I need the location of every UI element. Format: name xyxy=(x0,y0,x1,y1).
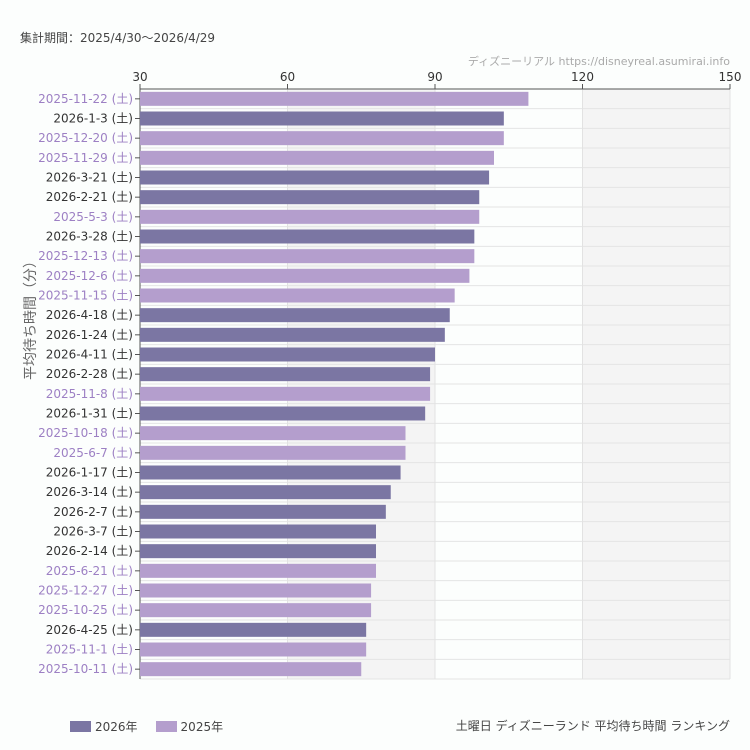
bar-2026-1-31 xyxy=(140,406,426,421)
bar-2025-11-29 xyxy=(140,150,494,165)
category-label: 2025-10-11 (土) xyxy=(38,662,133,676)
bar-2026-2-7 xyxy=(140,504,386,519)
bar-2026-4-18 xyxy=(140,308,450,323)
bar-2025-11-8 xyxy=(140,386,431,401)
bar-2026-2-14 xyxy=(140,544,376,559)
bar-2025-11-1 xyxy=(140,642,367,657)
legend-swatch xyxy=(70,721,91,732)
category-label: 2026-1-3 (土) xyxy=(53,112,133,126)
bar-2026-3-14 xyxy=(140,485,391,500)
category-label: 2025-6-21 (土) xyxy=(46,564,133,578)
x-tick-label: 30 xyxy=(132,70,147,84)
chart-caption: 土曜日 ディズニーランド 平均待ち時間 ランキング xyxy=(455,719,730,733)
category-label: 2025-10-18 (土) xyxy=(38,426,133,440)
bar-2026-1-3 xyxy=(140,111,504,126)
bar-2026-3-28 xyxy=(140,229,475,244)
category-label: 2026-4-18 (土) xyxy=(46,308,133,322)
x-tick-label: 90 xyxy=(427,70,442,84)
x-tick-label: 150 xyxy=(719,70,742,84)
bar-2026-4-11 xyxy=(140,347,435,362)
period-label: 集計期間：2025/4/30〜2026/4/29 xyxy=(20,31,216,45)
category-label: 2025-12-20 (土) xyxy=(38,131,133,145)
category-label: 2025-11-8 (土) xyxy=(46,387,133,401)
x-tick-label: 120 xyxy=(571,70,594,84)
legend-item-2026[interactable]: 2026年 xyxy=(70,718,138,735)
bar-2026-3-21 xyxy=(140,170,490,185)
category-label: 2025-12-6 (土) xyxy=(46,269,133,283)
bar-2025-10-25 xyxy=(140,603,372,618)
bar-2025-10-11 xyxy=(140,662,362,677)
category-label: 2026-2-28 (土) xyxy=(46,367,133,381)
category-label: 2026-3-21 (土) xyxy=(46,171,133,185)
bar-2025-12-13 xyxy=(140,249,475,264)
category-label: 2026-3-28 (土) xyxy=(46,230,133,244)
x-tick-label: 60 xyxy=(280,70,295,84)
category-label: 2025-10-25 (土) xyxy=(38,603,133,617)
bar-2025-11-15 xyxy=(140,288,455,303)
category-label: 2025-6-7 (土) xyxy=(53,446,133,460)
bar-2026-2-21 xyxy=(140,190,480,205)
category-label: 2025-11-22 (土) xyxy=(38,92,133,106)
bar-2026-3-7 xyxy=(140,524,376,539)
credit-text: ディズニーリアル https://disneyreal.asumirai.inf… xyxy=(467,55,730,68)
bar-2026-2-28 xyxy=(140,367,431,382)
bar-2026-4-25 xyxy=(140,622,367,637)
bar-2025-10-18 xyxy=(140,426,406,441)
legend-label: 2026年 xyxy=(95,720,138,734)
category-label: 2026-3-7 (土) xyxy=(53,525,133,539)
category-label: 2026-4-11 (土) xyxy=(46,348,133,362)
bar-2025-12-20 xyxy=(140,131,504,146)
category-label: 2026-2-14 (土) xyxy=(46,544,133,558)
category-label: 2025-12-13 (土) xyxy=(38,249,133,263)
category-label: 2025-11-29 (土) xyxy=(38,151,133,165)
category-label: 2026-1-31 (土) xyxy=(46,407,133,421)
bar-2025-5-3 xyxy=(140,209,480,224)
category-label: 2026-1-24 (土) xyxy=(46,328,133,342)
bar-2025-11-22 xyxy=(140,91,529,106)
bar-2025-12-6 xyxy=(140,268,470,283)
category-label: 2025-12-27 (土) xyxy=(38,584,133,598)
bar-2025-6-21 xyxy=(140,563,376,578)
category-label: 2026-2-7 (土) xyxy=(53,505,133,519)
category-label: 2025-11-15 (土) xyxy=(38,289,133,303)
legend: 2026年 2025年 xyxy=(70,718,223,735)
bar-2025-12-27 xyxy=(140,583,372,598)
category-label: 2026-2-21 (土) xyxy=(46,190,133,204)
category-label: 2025-11-1 (土) xyxy=(46,643,133,657)
legend-swatch xyxy=(155,721,177,732)
legend-item-2025[interactable]: 2025年 xyxy=(155,718,224,735)
category-label: 2026-3-14 (土) xyxy=(46,485,133,499)
category-label: 2026-1-17 (土) xyxy=(46,466,133,480)
bar-2025-6-7 xyxy=(140,445,406,460)
bar-2026-1-24 xyxy=(140,327,445,342)
legend-label: 2025年 xyxy=(180,720,224,734)
bar-2026-1-17 xyxy=(140,465,401,480)
category-label: 2026-4-25 (土) xyxy=(46,623,133,637)
category-label: 2025-5-3 (土) xyxy=(53,210,133,224)
